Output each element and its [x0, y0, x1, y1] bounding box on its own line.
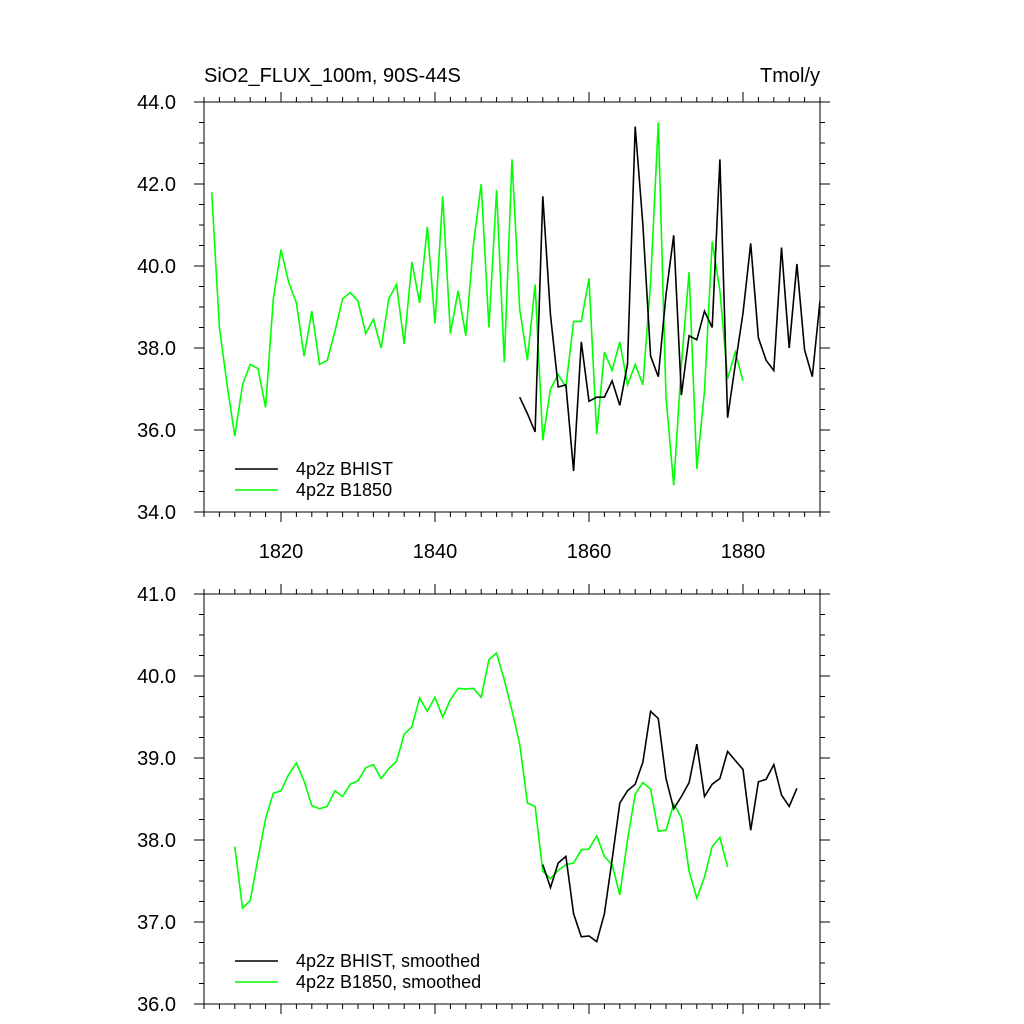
bottom-panel: 36.0 37.0 38.0 39.0 40.0 41.0 4p2z BHIST, smoo… [137, 584, 830, 1016]
y-tick-label: 40.0 [137, 666, 176, 688]
y-tick-label: 42.0 [137, 174, 176, 196]
y-tick-label: 38.0 [137, 338, 176, 360]
y-tick-label: 36.0 [137, 420, 176, 442]
series-line-bhist [542, 709, 798, 944]
series-group [210, 122, 820, 486]
y-tick-label: 34.0 [137, 502, 176, 524]
y-tick-label: 40.0 [137, 256, 176, 278]
series-line-b1850 [234, 651, 729, 910]
top-panel: 34.0 36.0 38.0 40.0 42.0 44.0 1820 1840 1860 1880… [137, 65, 830, 563]
y-tick-label: 41.0 [137, 584, 176, 606]
series-line-bhist [518, 126, 820, 472]
chart-title: SiO2_FLUX_100m, 90S-44S [204, 65, 461, 87]
legend-label: 4p2z B1850, smoothed [296, 972, 481, 992]
x-tick-label: 1820 [259, 541, 304, 563]
legend-label: 4p2z BHIST [296, 459, 393, 479]
series-line-b1850 [210, 122, 744, 486]
x-tick-label: 1860 [567, 541, 612, 563]
y-tick-label: 37.0 [137, 912, 176, 934]
x-tick-label: 1840 [413, 541, 458, 563]
y-tick-label: 36.0 [137, 994, 176, 1016]
y-tick-label: 38.0 [137, 830, 176, 852]
legend-label: 4p2z BHIST, smoothed [296, 951, 480, 971]
y-tick-label: 39.0 [137, 748, 176, 770]
units-label: Tmol/y [760, 65, 820, 87]
x-tick-label: 1880 [721, 541, 766, 563]
y-tick-label: 44.0 [137, 92, 176, 114]
legend-label: 4p2z B1850 [296, 480, 392, 500]
series-group [234, 651, 798, 944]
plot-frame [203, 593, 821, 1005]
